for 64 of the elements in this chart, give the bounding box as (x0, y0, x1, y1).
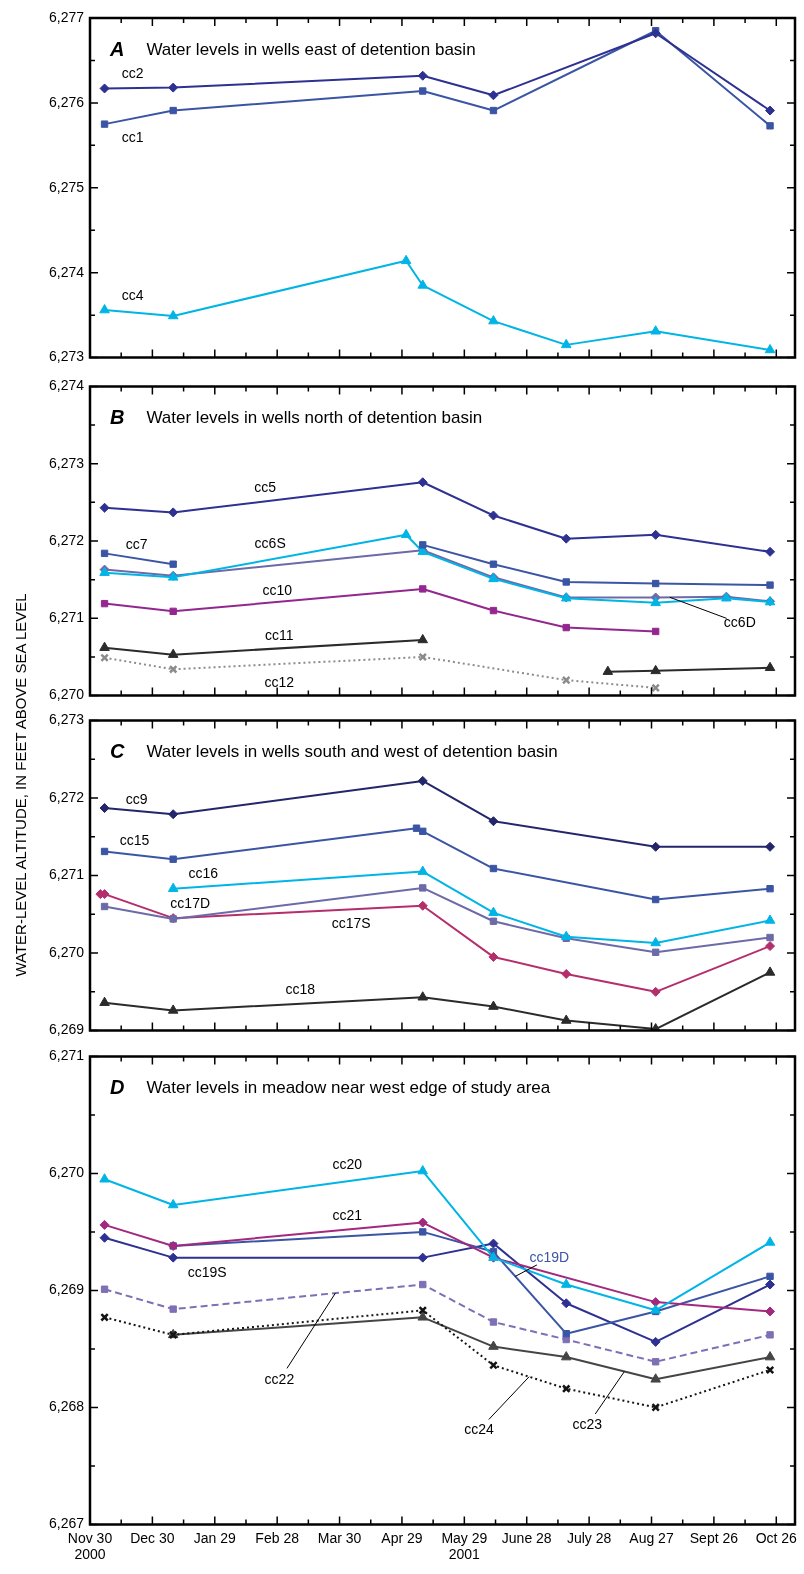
x-tick-label: Dec 30 (130, 1529, 175, 1546)
x-tick-label: May 29 2001 (441, 1529, 488, 1563)
x-tick-label: Jan 29 (193, 1529, 236, 1546)
series-label: cc15 (119, 832, 150, 849)
series-label: cc17S (331, 915, 371, 932)
y-tick-label: 6,267 (48, 1515, 85, 1532)
text: C (110, 739, 125, 762)
series-label: cc10 (262, 582, 293, 599)
y-tick-label: 6,269 (48, 1021, 85, 1038)
series-label: cc19D (529, 1249, 570, 1266)
x-tick-label: Nov 30 2000 (67, 1529, 113, 1563)
series-label: cc17D (170, 894, 211, 911)
y-tick-label: 6,273 (48, 454, 85, 471)
series-label: cc18 (285, 981, 316, 998)
text: Water levels in wells east of detention basin (146, 39, 476, 59)
series-label: cc7 (125, 536, 148, 553)
text: A (109, 37, 125, 60)
text: cc24 (464, 1420, 495, 1437)
series-label: cc11 (264, 627, 294, 644)
y-tick-label: 6,274 (48, 263, 85, 280)
text: cc22 (264, 1371, 295, 1388)
y-tick-label: 6,270 (48, 686, 85, 703)
y-tick-label: 6,273 (48, 711, 85, 728)
y-tick-label: 6,272 (48, 531, 85, 548)
x-tick-label: Mar 30 (317, 1529, 362, 1546)
series-label: cc9 (125, 790, 148, 807)
y-tick-label: 6,276 (48, 93, 85, 110)
text: cc23 (572, 1416, 603, 1433)
text: D (110, 1075, 125, 1098)
y-tick-label: 6,277 (48, 8, 85, 25)
x-tick-label: Aug 27 (629, 1529, 674, 1546)
text: Water levels in wells south and west of detention basin (146, 742, 558, 762)
y-tick-label: 6,271 (48, 609, 85, 626)
y-axis-title: WATER-LEVEL ALTITUDE, IN FEET ABOVE SEA LEVEL (11, 593, 29, 977)
series-label: cc2 (121, 65, 144, 82)
x-tick-label: June 28 (501, 1529, 552, 1546)
text: Water levels in wells north of detention basin (146, 408, 483, 428)
x-tick-label: Oct 26 (755, 1529, 798, 1546)
x-tick-label: July 28 (566, 1529, 612, 1546)
y-tick-label: 6,275 (48, 178, 85, 195)
y-tick-label: 6,270 (48, 1164, 85, 1181)
series-label: cc21 (332, 1206, 363, 1223)
x-tick-label: Apr 29 (381, 1529, 423, 1546)
y-tick-label: 6,274 (48, 377, 85, 394)
y-tick-label: 6,271 (48, 1047, 85, 1064)
text: Water levels in meadow near west edge of study area (146, 1078, 551, 1098)
y-tick-label: 6,270 (48, 943, 85, 960)
series-label: cc16 (188, 864, 219, 881)
series-label: cc4 (121, 286, 144, 303)
series-label: cc12 (264, 674, 295, 691)
text: B (110, 405, 125, 428)
series-label: cc6D (723, 614, 756, 631)
y-tick-label: 6,271 (48, 866, 85, 883)
series-label: cc5 (254, 479, 277, 496)
y-tick-label: 6,272 (48, 788, 85, 805)
x-tick-label: Sept 26 (689, 1529, 739, 1546)
series-label: cc6S (254, 535, 286, 552)
y-tick-label: 6,268 (48, 1398, 85, 1415)
x-tick-label: Feb 28 (255, 1529, 300, 1546)
y-tick-label: 6,269 (48, 1281, 85, 1298)
series-label: cc1 (121, 128, 144, 145)
series-label: cc20 (332, 1155, 363, 1172)
series-label: cc19S (187, 1264, 227, 1281)
y-tick-label: 6,273 (48, 348, 85, 365)
